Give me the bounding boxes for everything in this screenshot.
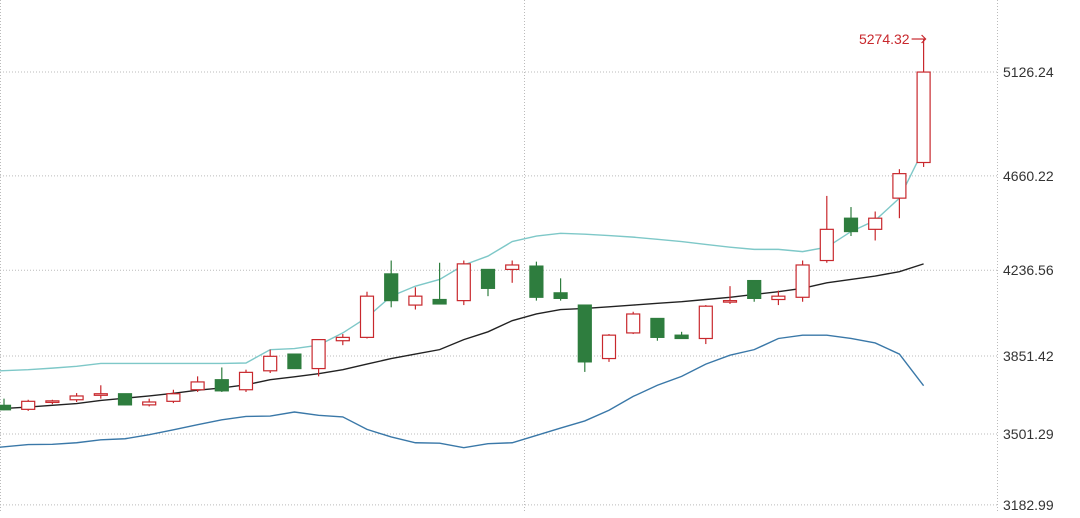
candle-body <box>384 273 399 302</box>
max-price-label: 5274.32 <box>859 31 910 47</box>
max-annotation: 5274.32 <box>859 31 927 47</box>
candle-body <box>674 334 689 340</box>
candle <box>771 290 786 306</box>
candle <box>698 305 713 345</box>
candle-body <box>505 264 520 271</box>
candle-body <box>335 336 350 342</box>
candle <box>553 278 568 301</box>
candle-body <box>553 292 568 299</box>
candle-body <box>722 300 738 303</box>
candle-body <box>142 401 157 406</box>
candle-body <box>45 400 60 403</box>
candle-body <box>747 279 762 299</box>
candle <box>432 262 447 305</box>
candle <box>190 376 205 392</box>
candle-body <box>916 71 931 164</box>
y-tick-label: 3182.99 <box>1003 497 1054 513</box>
candle-body <box>843 217 859 233</box>
y-tick-label: 3851.42 <box>1003 348 1054 364</box>
candle-body <box>698 305 713 340</box>
candle <box>916 39 931 167</box>
candle <box>93 385 108 399</box>
candle <box>238 369 254 392</box>
candle-body <box>408 295 423 306</box>
candle-body <box>480 268 496 289</box>
candle <box>577 304 592 372</box>
candle-body <box>601 334 617 360</box>
candle <box>795 260 810 302</box>
y-tick-label: 5126.24 <box>1003 64 1054 80</box>
y-tick-label: 4236.56 <box>1003 262 1054 278</box>
candle <box>142 398 157 407</box>
candle-body <box>214 379 229 392</box>
candle-body <box>311 339 326 370</box>
candle <box>843 207 859 237</box>
candle <box>0 398 12 411</box>
candle <box>601 334 617 362</box>
candle <box>359 291 375 339</box>
candle <box>892 169 907 219</box>
grid-layer <box>0 0 998 513</box>
candle-body <box>190 381 205 391</box>
candle <box>456 260 471 306</box>
candle-body <box>819 228 834 262</box>
candle-body <box>432 298 447 305</box>
candle <box>819 195 834 263</box>
candle-body <box>529 265 544 298</box>
candle-body <box>577 304 592 363</box>
candle-body <box>166 393 181 402</box>
candle-body <box>795 264 810 298</box>
candle-body <box>238 371 254 391</box>
candle <box>69 393 84 402</box>
candle <box>117 393 133 406</box>
candle <box>650 317 665 341</box>
candle-body <box>287 353 302 370</box>
candle <box>529 261 544 301</box>
candle-body <box>93 393 108 396</box>
candle <box>747 279 762 302</box>
candle <box>505 260 520 283</box>
y-axis: 5126.24 4660.22 4236.56 3851.42 3501.29 3182.… <box>1003 64 1054 513</box>
candle <box>480 268 496 297</box>
candle <box>626 311 641 335</box>
candle-body <box>69 395 84 401</box>
candle-body <box>892 173 907 199</box>
candle-body <box>626 313 641 334</box>
candle <box>722 286 738 304</box>
y-tick-label: 4660.22 <box>1003 168 1054 184</box>
candle <box>335 334 350 346</box>
candle <box>263 349 278 374</box>
candle-body <box>771 295 786 301</box>
candle <box>868 211 883 241</box>
candle <box>384 260 399 308</box>
candle-body <box>117 393 133 406</box>
max-arrow-head <box>921 34 927 44</box>
y-tick-label: 3501.29 <box>1003 426 1054 442</box>
candle <box>287 353 302 370</box>
candle <box>45 399 60 405</box>
candle <box>674 331 689 340</box>
candle-body <box>456 263 471 302</box>
candle-body <box>868 217 883 230</box>
candle <box>214 367 229 392</box>
candle-body <box>359 295 375 338</box>
candle-body <box>0 404 12 411</box>
candle <box>311 339 326 377</box>
candles-layer <box>0 39 931 411</box>
candle <box>21 399 36 411</box>
candle <box>408 287 423 310</box>
candle-body <box>650 317 665 338</box>
middle-band-line <box>0 263 924 410</box>
candle-body <box>21 400 36 410</box>
lower-band-line <box>0 334 925 449</box>
candle <box>166 389 181 404</box>
candle-body <box>263 355 278 372</box>
